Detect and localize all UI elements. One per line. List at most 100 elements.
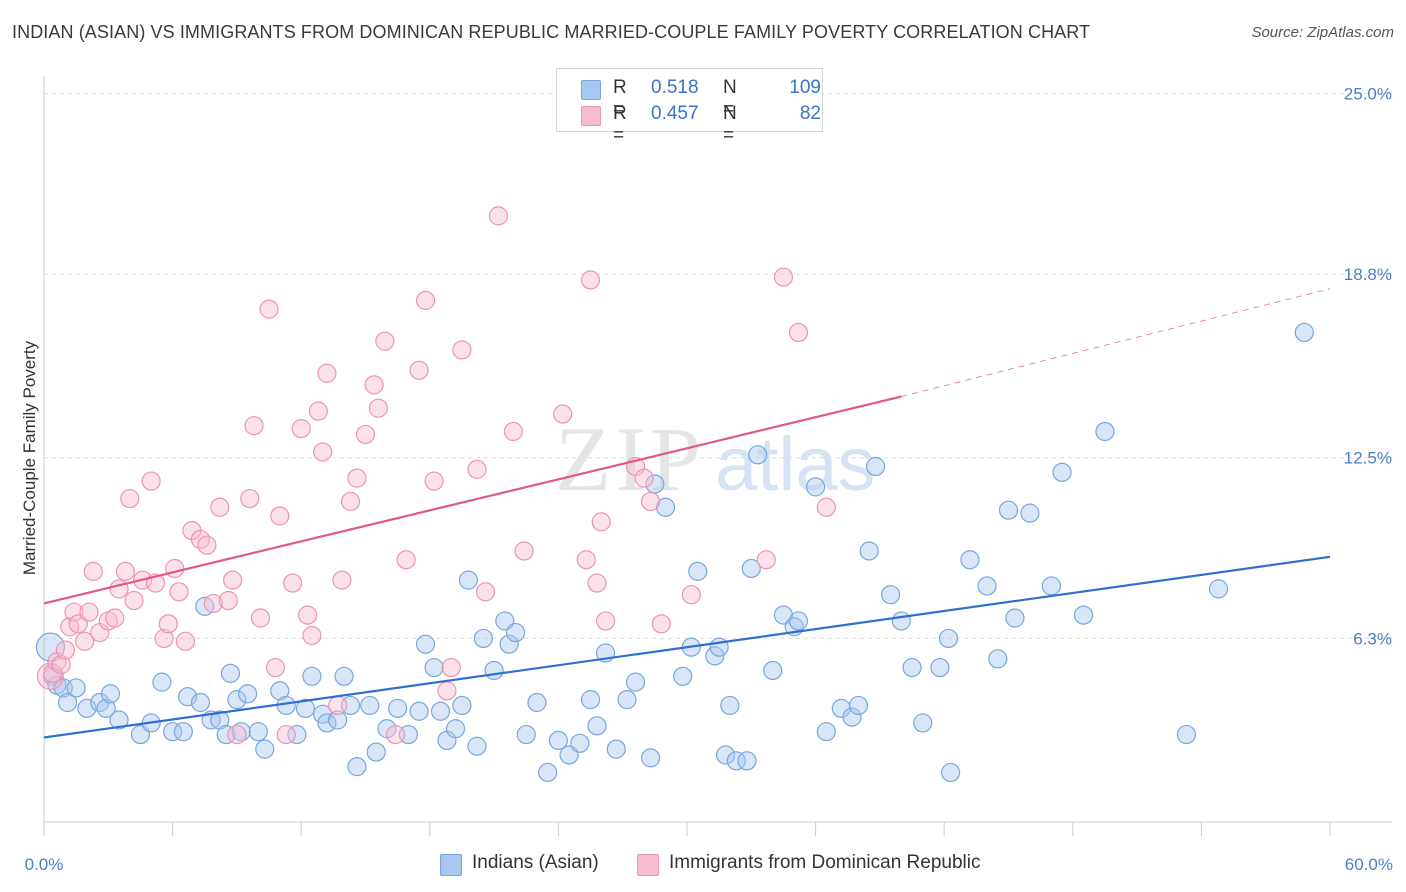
data-point <box>75 631 95 651</box>
data-point <box>1294 322 1314 343</box>
trend-line-extension <box>901 288 1331 398</box>
data-point <box>291 419 311 439</box>
x-tick-label-min: 0.0% <box>25 855 64 874</box>
data-point <box>859 541 879 561</box>
data-point <box>334 666 354 686</box>
data-point <box>473 628 493 649</box>
data-point <box>1095 421 1115 442</box>
data-point <box>788 322 809 343</box>
data-point <box>347 757 367 777</box>
data-point <box>163 722 183 742</box>
data-point <box>688 561 708 581</box>
data-point <box>165 558 185 579</box>
trend-line <box>43 555 1331 739</box>
data-point <box>141 471 161 491</box>
data-point <box>259 299 279 319</box>
data-point <box>705 646 725 666</box>
data-point <box>375 331 395 351</box>
data-point <box>424 471 444 491</box>
data-point <box>938 628 959 649</box>
data-point <box>190 692 211 713</box>
data-point <box>452 695 472 716</box>
data-point <box>881 585 901 605</box>
data-point <box>158 614 178 634</box>
y-tick-label: 6.3% <box>1353 629 1392 648</box>
data-point <box>651 614 671 634</box>
data-point <box>595 611 616 631</box>
data-point <box>227 724 247 745</box>
data-point <box>1073 605 1094 625</box>
data-point <box>388 698 408 718</box>
data-point <box>977 576 997 596</box>
data-point <box>467 736 487 756</box>
y-tick-label: 12.5% <box>1344 449 1392 468</box>
data-point <box>340 491 361 512</box>
data-point <box>816 722 836 742</box>
data-point <box>409 360 429 380</box>
data-point <box>409 701 429 721</box>
data-point <box>313 442 333 462</box>
data-point <box>248 722 268 742</box>
data-point <box>913 713 933 733</box>
data-point <box>720 695 740 716</box>
data-point <box>606 739 626 759</box>
chart-title: INDIAN (ASIAN) VS IMMIGRANTS FROM DOMINI… <box>12 22 1091 42</box>
data-point <box>385 724 406 745</box>
watermark: ZIP atlas <box>555 408 876 510</box>
axis-layer <box>43 76 1392 836</box>
data-point <box>640 491 661 512</box>
data-point <box>169 582 189 602</box>
legend-n-value: 82 <box>799 103 821 124</box>
legend-r-label: R = <box>613 77 627 120</box>
data-point <box>255 739 275 759</box>
data-point <box>283 573 303 593</box>
data-point <box>773 267 794 287</box>
data-point <box>1005 608 1025 628</box>
data-point <box>250 608 271 628</box>
data-point <box>842 707 862 727</box>
data-point <box>175 631 196 651</box>
data-point <box>726 751 746 771</box>
data-point <box>570 733 590 753</box>
data-point <box>580 270 601 290</box>
data-point <box>115 561 136 581</box>
y-tick-label: 18.8% <box>1344 265 1392 284</box>
data-point <box>625 672 646 692</box>
data-point <box>298 605 318 625</box>
legend-r-value: 0.518 <box>651 77 699 98</box>
data-point <box>120 488 140 509</box>
data-point <box>1020 503 1040 523</box>
data-point <box>1208 579 1229 599</box>
data-point <box>308 401 328 421</box>
data-point <box>55 640 76 660</box>
data-point <box>737 751 757 771</box>
data-point <box>505 622 526 643</box>
data-point <box>57 692 78 713</box>
data-point <box>587 573 607 593</box>
data-point <box>499 634 519 654</box>
data-point <box>223 570 243 590</box>
data-point <box>475 582 496 602</box>
data-point <box>902 657 922 678</box>
data-point <box>527 692 547 713</box>
data-point <box>441 657 461 678</box>
data-point <box>152 672 172 692</box>
series-dominican <box>36 206 836 745</box>
data-point <box>580 690 601 710</box>
legend-n-value: 109 <box>789 77 821 98</box>
data-point <box>548 730 569 751</box>
data-point <box>210 497 230 517</box>
data-point <box>741 558 761 579</box>
bottom-legend-swatch-dominican <box>637 854 659 876</box>
data-point <box>576 550 596 570</box>
data-point <box>295 698 316 718</box>
points-layer <box>35 206 1314 783</box>
data-point <box>109 710 129 730</box>
data-point <box>516 724 536 745</box>
data-point <box>1176 724 1196 745</box>
data-point <box>105 608 125 628</box>
data-point <box>265 657 286 678</box>
data-point <box>655 497 676 517</box>
legend-r-label: R = <box>613 103 627 146</box>
